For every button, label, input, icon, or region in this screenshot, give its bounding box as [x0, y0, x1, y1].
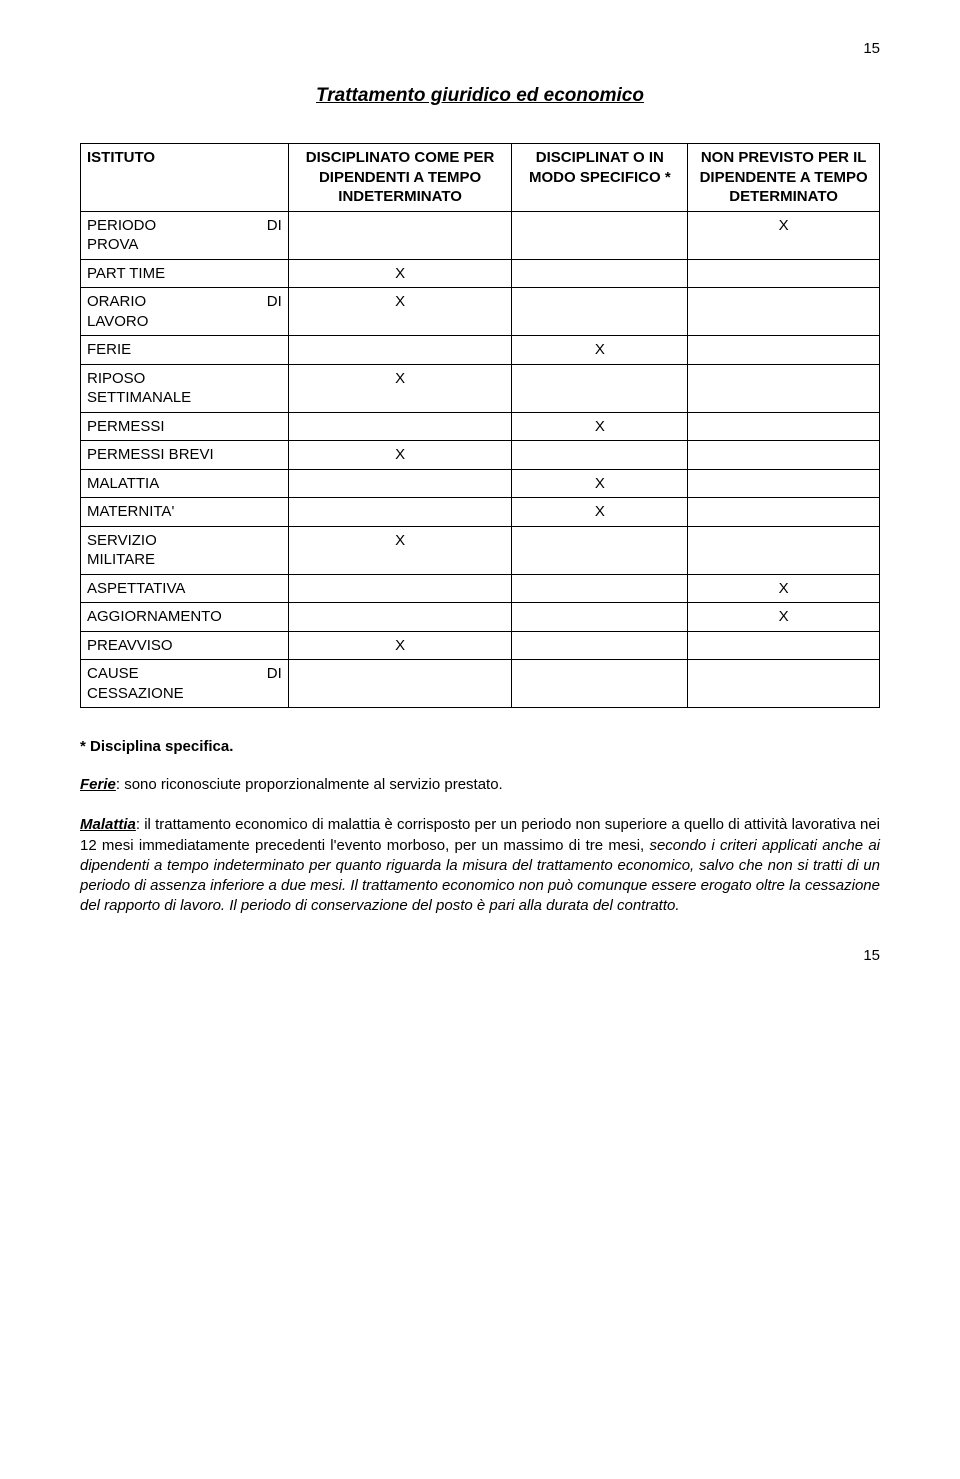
page-number-top: 15 [80, 40, 880, 57]
table-cell [688, 288, 880, 336]
table-row: RIPOSOSETTIMANALEX [81, 364, 880, 412]
table-cell [512, 259, 688, 288]
row-label-left: ORARIO [87, 292, 146, 312]
table-cell [288, 469, 512, 498]
header-istituto: ISTITUTO [81, 144, 289, 212]
table-cell: X [288, 631, 512, 660]
row-label: MALATTIA [81, 469, 289, 498]
table-row: CAUSE DICESSAZIONE [81, 660, 880, 708]
row-label-line2: LAVORO [87, 312, 282, 332]
row-label-line2: MILITARE [87, 550, 282, 570]
ferie-paragraph: Ferie: sono riconosciute proporzionalmen… [80, 775, 880, 795]
row-label: PERMESSI BREVI [81, 441, 289, 470]
table-cell [512, 660, 688, 708]
table-row: MALATTIA X [81, 469, 880, 498]
table-cell: X [288, 259, 512, 288]
table-cell [688, 469, 880, 498]
table-cell: X [512, 498, 688, 527]
row-label-line2: PROVA [87, 235, 282, 255]
row-label: CAUSE DICESSAZIONE [81, 660, 289, 708]
table-cell: X [688, 574, 880, 603]
page-number-bottom: 15 [80, 947, 880, 964]
table-cell [688, 412, 880, 441]
table-cell [288, 603, 512, 632]
table-cell [288, 574, 512, 603]
table-cell: X [512, 336, 688, 365]
ferie-text: : sono riconosciute proporzionalmente al… [116, 776, 503, 793]
table-row: MATERNITA' X [81, 498, 880, 527]
row-label-line2: SETTIMANALE [87, 388, 282, 408]
row-label: RIPOSOSETTIMANALE [81, 364, 289, 412]
table-cell: X [688, 211, 880, 259]
table-row: SERVIZIOMILITAREX [81, 526, 880, 574]
table-cell: X [512, 469, 688, 498]
row-label-left: CAUSE [87, 664, 139, 684]
table-cell [288, 660, 512, 708]
row-label: PREAVVISO [81, 631, 289, 660]
table-cell [688, 336, 880, 365]
row-label: PART TIME [81, 259, 289, 288]
table-cell [512, 603, 688, 632]
table-cell: X [288, 364, 512, 412]
row-label: ORARIO DILAVORO [81, 288, 289, 336]
table-cell: X [288, 441, 512, 470]
table-cell [688, 631, 880, 660]
malattia-paragraph: Malattia: il trattamento economico di ma… [80, 815, 880, 916]
table-cell: X [288, 526, 512, 574]
table-row: PERIODO DIPROVA X [81, 211, 880, 259]
table-cell [288, 412, 512, 441]
row-label-line2: CESSAZIONE [87, 684, 282, 704]
table-cell: X [512, 412, 688, 441]
row-label: PERMESSI [81, 412, 289, 441]
table-cell [512, 574, 688, 603]
row-label: MATERNITA' [81, 498, 289, 527]
table-cell [512, 631, 688, 660]
header-col3: NON PREVISTO PER IL DIPENDENTE A TEMPO D… [688, 144, 880, 212]
row-label: FERIE [81, 336, 289, 365]
table-cell [512, 211, 688, 259]
table-cell [512, 288, 688, 336]
table-header-row: ISTITUTO DISCIPLINATO COME PER DIPENDENT… [81, 144, 880, 212]
page-title: Trattamento giuridico ed economico [80, 85, 880, 107]
row-label: ASPETTATIVA [81, 574, 289, 603]
table-row: PERMESSI X [81, 412, 880, 441]
table-row: FERIE X [81, 336, 880, 365]
table-cell [288, 336, 512, 365]
table-cell [512, 364, 688, 412]
table-row: ASPETTATIVA X [81, 574, 880, 603]
row-label-right: DI [267, 216, 282, 236]
row-label-right: DI [267, 664, 282, 684]
table-cell [688, 498, 880, 527]
table-cell [288, 498, 512, 527]
table-cell [688, 259, 880, 288]
table-cell [288, 211, 512, 259]
table-cell: X [688, 603, 880, 632]
table-row: AGGIORNAMENTO X [81, 603, 880, 632]
malattia-term: Malattia [80, 816, 136, 833]
table-row: ORARIO DILAVORO X [81, 288, 880, 336]
treatment-table: ISTITUTO DISCIPLINATO COME PER DIPENDENT… [80, 143, 880, 708]
table-cell [688, 660, 880, 708]
table-row: PART TIMEX [81, 259, 880, 288]
row-label: PERIODO DIPROVA [81, 211, 289, 259]
row-label-right: DI [267, 292, 282, 312]
ferie-term: Ferie [80, 776, 116, 793]
table-cell [512, 441, 688, 470]
table-cell [688, 441, 880, 470]
row-label: SERVIZIOMILITARE [81, 526, 289, 574]
table-cell: X [288, 288, 512, 336]
table-row: PERMESSI BREVIX [81, 441, 880, 470]
row-label-left: PERIODO [87, 216, 156, 236]
disciplina-note: * Disciplina specifica. [80, 738, 880, 755]
table-cell [688, 364, 880, 412]
header-col2: DISCIPLINAT O IN MODO SPECIFICO * [512, 144, 688, 212]
header-col1: DISCIPLINATO COME PER DIPENDENTI A TEMPO… [288, 144, 512, 212]
table-cell [688, 526, 880, 574]
row-label: AGGIORNAMENTO [81, 603, 289, 632]
table-cell [512, 526, 688, 574]
table-row: PREAVVISOX [81, 631, 880, 660]
